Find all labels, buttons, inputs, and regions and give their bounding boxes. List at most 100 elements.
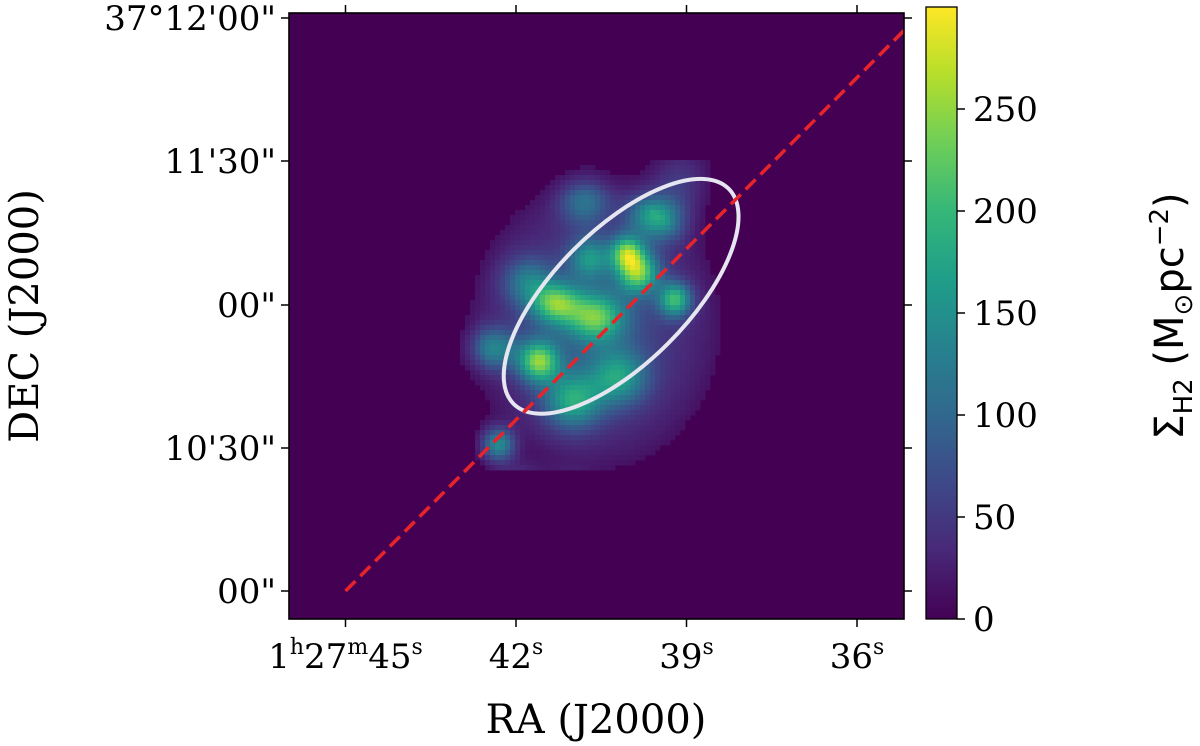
map-pixel <box>485 430 491 436</box>
map-pixel <box>660 380 666 386</box>
map-pixel <box>535 415 541 421</box>
map-pixel <box>575 375 581 381</box>
map-pixel <box>575 370 581 376</box>
map-pixel <box>525 435 531 441</box>
map-pixel <box>660 360 666 366</box>
map-pixel <box>650 195 656 201</box>
map-pixel <box>535 245 541 251</box>
map-pixel <box>570 450 576 456</box>
map-pixel <box>645 395 651 401</box>
map-pixel <box>560 200 566 206</box>
map-pixel <box>550 385 556 391</box>
map-pixel <box>665 245 671 251</box>
map-pixel <box>595 280 601 286</box>
map-pixel <box>640 270 646 276</box>
map-pixel <box>595 195 601 201</box>
map-pixel <box>490 330 496 336</box>
map-pixel <box>500 400 506 406</box>
map-pixel <box>700 345 706 351</box>
map-pixel <box>610 340 616 346</box>
map-pixel <box>535 205 541 211</box>
map-pixel <box>510 300 516 306</box>
map-pixel <box>570 385 576 391</box>
map-pixel <box>680 240 686 246</box>
map-pixel <box>690 280 696 286</box>
map-pixel <box>565 445 571 451</box>
map-pixel <box>480 375 486 381</box>
map-pixel <box>575 420 581 426</box>
map-pixel <box>645 345 651 351</box>
map-pixel <box>665 285 671 291</box>
map-pixel <box>505 235 511 241</box>
map-pixel <box>585 320 591 326</box>
map-pixel <box>690 285 696 291</box>
map-pixel <box>680 365 686 371</box>
map-pixel <box>500 270 506 276</box>
map-pixel <box>585 450 591 456</box>
map-pixel <box>620 385 626 391</box>
map-pixel <box>575 340 581 346</box>
map-pixel <box>650 280 656 286</box>
map-pixel <box>705 160 711 166</box>
map-pixel <box>680 410 686 416</box>
map-pixel <box>580 270 586 276</box>
map-pixel <box>540 425 546 431</box>
map-pixel <box>640 405 646 411</box>
map-pixel <box>535 430 541 436</box>
map-pixel <box>680 165 686 171</box>
map-pixel <box>670 225 676 231</box>
map-pixel <box>610 315 616 321</box>
map-pixel <box>580 465 586 471</box>
map-pixel <box>665 275 671 281</box>
map-pixel <box>515 235 521 241</box>
map-pixel <box>675 395 681 401</box>
map-pixel <box>685 190 691 196</box>
map-pixel <box>675 210 681 216</box>
map-pixel <box>640 255 646 261</box>
map-pixel <box>645 350 651 356</box>
map-pixel <box>570 460 576 466</box>
map-pixel <box>635 285 641 291</box>
map-pixel <box>550 230 556 236</box>
map-pixel <box>490 335 496 341</box>
map-pixel <box>525 320 531 326</box>
map-pixel <box>630 255 636 261</box>
map-pixel <box>600 310 606 316</box>
map-pixel <box>630 225 636 231</box>
map-pixel <box>700 190 706 196</box>
map-pixel <box>610 410 616 416</box>
map-pixel <box>605 250 611 256</box>
map-pixel <box>590 215 596 221</box>
map-pixel <box>565 265 571 271</box>
map-pixel <box>700 245 706 251</box>
map-pixel <box>635 380 641 386</box>
map-pixel <box>515 455 521 461</box>
map-pixel <box>615 400 621 406</box>
map-pixel <box>650 445 656 451</box>
map-pixel <box>550 330 556 336</box>
map-pixel <box>530 405 536 411</box>
map-pixel <box>645 450 651 456</box>
map-pixel <box>585 295 591 301</box>
map-pixel <box>555 450 561 456</box>
map-pixel <box>695 355 701 361</box>
map-pixel <box>535 260 541 266</box>
map-pixel <box>570 170 576 176</box>
colorbar-tick-label: 50 <box>973 498 1016 538</box>
map-pixel <box>700 285 706 291</box>
map-pixel <box>650 245 656 251</box>
map-pixel <box>550 405 556 411</box>
map-pixel <box>485 385 491 391</box>
map-pixel <box>650 410 656 416</box>
map-pixel <box>610 420 616 426</box>
map-pixel <box>540 445 546 451</box>
map-pixel <box>550 275 556 281</box>
map-pixel <box>580 290 586 296</box>
map-pixel <box>505 410 511 416</box>
map-pixel <box>590 185 596 191</box>
map-pixel <box>540 210 546 216</box>
map-pixel <box>485 265 491 271</box>
map-pixel <box>570 305 576 311</box>
map-pixel <box>520 400 526 406</box>
map-pixel <box>585 170 591 176</box>
